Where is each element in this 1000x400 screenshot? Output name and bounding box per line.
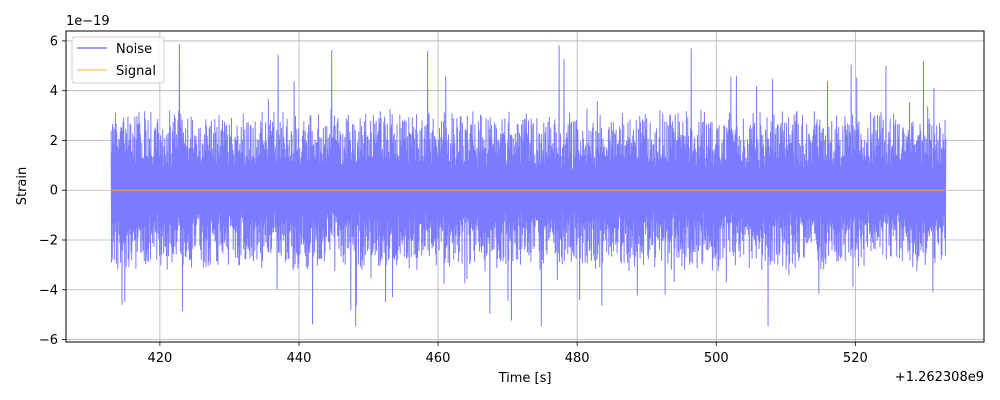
x-tick-label: 420 — [147, 351, 172, 366]
y-tick-label: −2 — [39, 233, 58, 248]
y-tick-label: 2 — [50, 134, 58, 149]
y-scale-offset-label: 1e−19 — [66, 14, 110, 29]
y-tick-label: 4 — [50, 84, 58, 99]
legend: Noise Signal — [71, 36, 165, 84]
x-tick-label: 460 — [426, 351, 451, 366]
plot-area — [66, 31, 984, 342]
y-tick-label: 0 — [50, 184, 58, 199]
y-tick-label: −4 — [39, 283, 58, 298]
x-tick-label: 480 — [565, 351, 590, 366]
x-tick-label: 500 — [704, 351, 729, 366]
x-tick-label: 520 — [843, 351, 868, 366]
tick-group: 420 440 460 480 500 520 −6 −4 −2 0 2 4 6 — [39, 34, 868, 366]
x-axis-label: Time [s] — [498, 371, 552, 386]
axes-frame — [65, 30, 985, 343]
x-offset-label: +1.262308e9 — [895, 370, 984, 385]
legend-noise-label: Noise — [116, 42, 152, 57]
y-tick-label: −6 — [39, 333, 58, 348]
y-tick-label: 6 — [50, 34, 58, 49]
y-axis-label: Strain — [15, 167, 30, 206]
x-tick-label: 440 — [287, 351, 312, 366]
noise-series-line — [110, 44, 947, 327]
legend-signal-label: Signal — [116, 64, 156, 79]
